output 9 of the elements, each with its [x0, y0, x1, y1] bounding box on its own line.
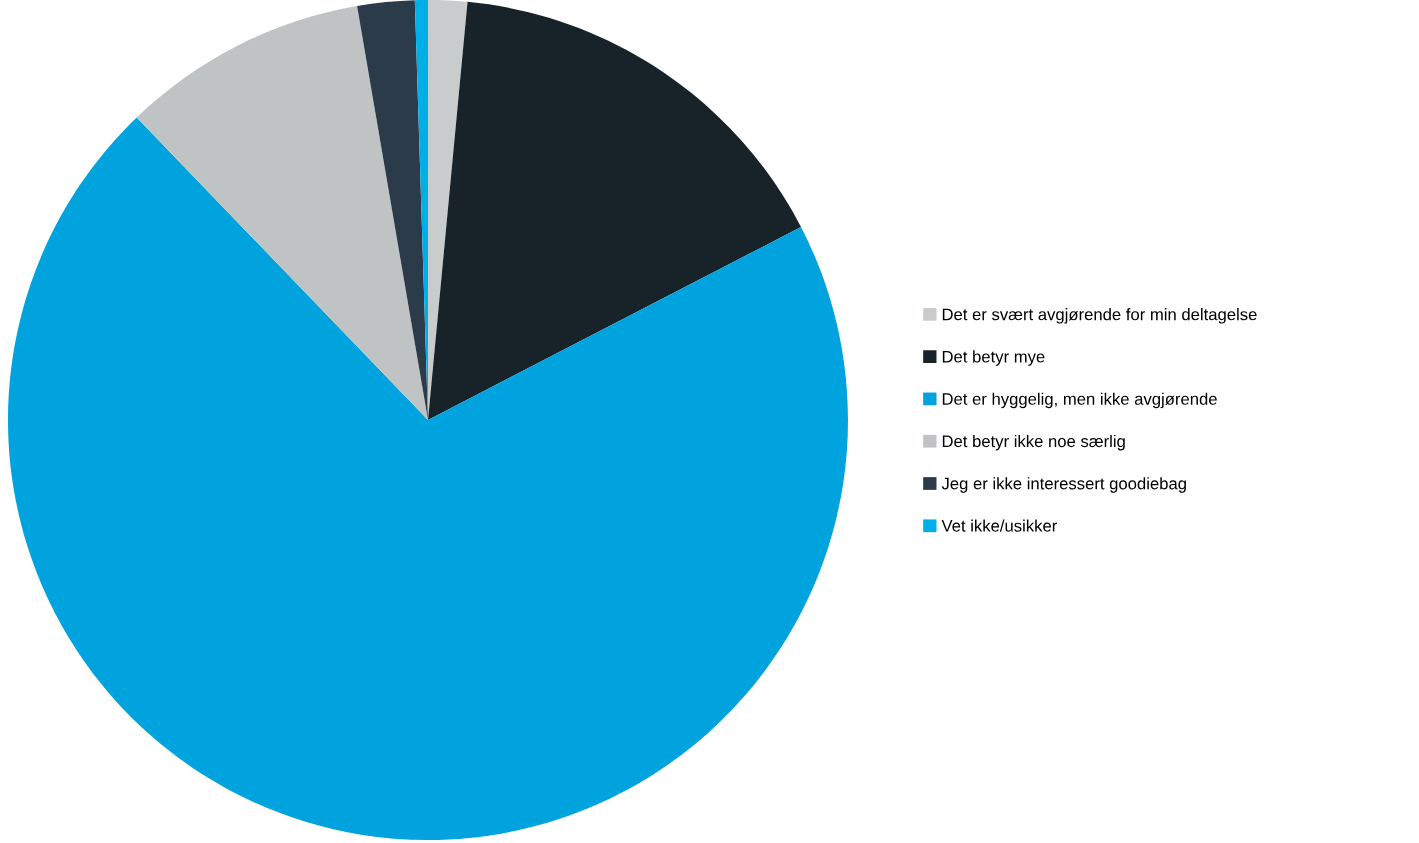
pie-slice: [428, 1, 802, 420]
legend-label: Jeg er ikke interessert goodiebag: [941, 477, 1186, 493]
pie-slice: [357, 0, 428, 420]
legend-label: Det betyr ikke noe særlig: [942, 434, 1125, 451]
legend-label: Det er svært avgjørende for min deltagelse: [942, 308, 1257, 324]
pie-slice: [8, 117, 848, 840]
legend-label: Det betyr mye: [942, 350, 1045, 366]
legend-label: Vet ikke/usikker: [941, 519, 1058, 532]
legend-label: Det er hyggelig, men ikke avgjørende: [942, 392, 1217, 409]
